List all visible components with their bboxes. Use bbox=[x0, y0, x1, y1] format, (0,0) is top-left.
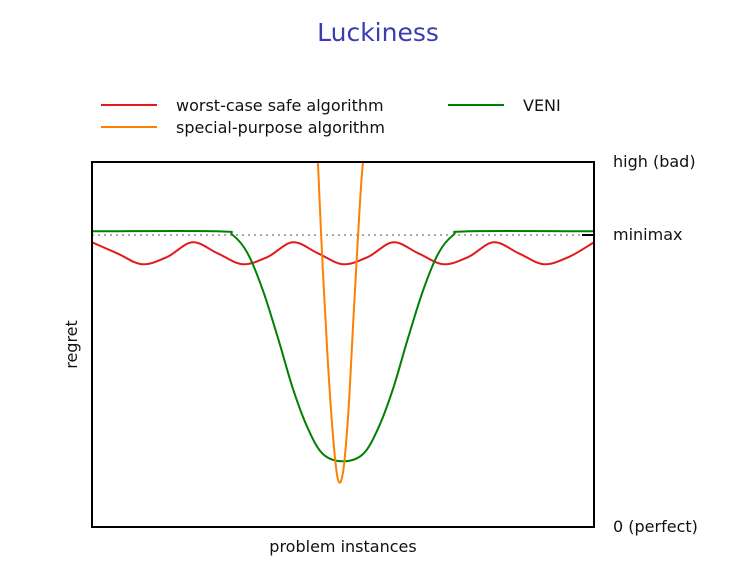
series-line-veni bbox=[92, 230, 594, 463]
chart-title: Luckiness bbox=[317, 18, 439, 47]
legend: worst-case safe algorithm special-purpose… bbox=[101, 96, 561, 137]
x-axis-label: problem instances bbox=[269, 537, 416, 556]
plot-frame bbox=[91, 161, 595, 528]
legend-label-worst-case-safe-algorithm: worst-case safe algorithm bbox=[176, 96, 384, 115]
legend-label-veni: VENI bbox=[523, 96, 561, 115]
series-line-special-purpose-algorithm bbox=[316, 162, 370, 484]
legend-label-special-purpose-algorithm: special-purpose algorithm bbox=[176, 118, 385, 137]
series-line-worst-case-safe-algorithm bbox=[92, 241, 594, 266]
y-tick-label: high (bad) bbox=[613, 152, 696, 171]
y-tick-label: 0 (perfect) bbox=[613, 517, 698, 536]
plot-area bbox=[91, 161, 595, 528]
y-axis-label: regret bbox=[62, 320, 81, 369]
y-tick-labels: high (bad) minimax 0 (perfect) bbox=[613, 152, 698, 536]
y-tick-label: minimax bbox=[613, 225, 682, 244]
